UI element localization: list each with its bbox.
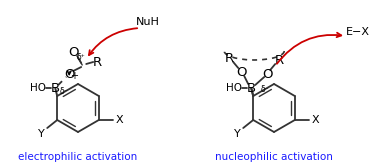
Text: X: X (116, 115, 124, 125)
Text: O: O (236, 66, 246, 78)
Text: +: + (70, 71, 78, 81)
Text: R: R (275, 53, 284, 67)
Text: Y: Y (234, 129, 240, 139)
Text: O: O (68, 46, 79, 58)
Text: HO: HO (30, 83, 46, 93)
Text: nucleophilic activation: nucleophilic activation (215, 152, 333, 162)
Text: electrophilic activation: electrophilic activation (19, 152, 138, 162)
Text: R: R (225, 52, 234, 65)
Text: δ⁻: δ⁻ (261, 86, 270, 94)
Text: δ⁻: δ⁻ (60, 88, 68, 96)
Text: NuH: NuH (136, 17, 160, 27)
Text: X: X (312, 115, 319, 125)
Text: B: B (247, 81, 256, 94)
Text: O: O (64, 68, 74, 80)
Text: Y: Y (38, 129, 45, 139)
Text: B: B (51, 81, 60, 94)
Text: HO: HO (226, 83, 242, 93)
Text: R: R (93, 55, 102, 69)
Text: O: O (262, 68, 273, 80)
Text: E−X: E−X (346, 27, 370, 37)
Text: δ⁺: δ⁺ (77, 53, 85, 62)
